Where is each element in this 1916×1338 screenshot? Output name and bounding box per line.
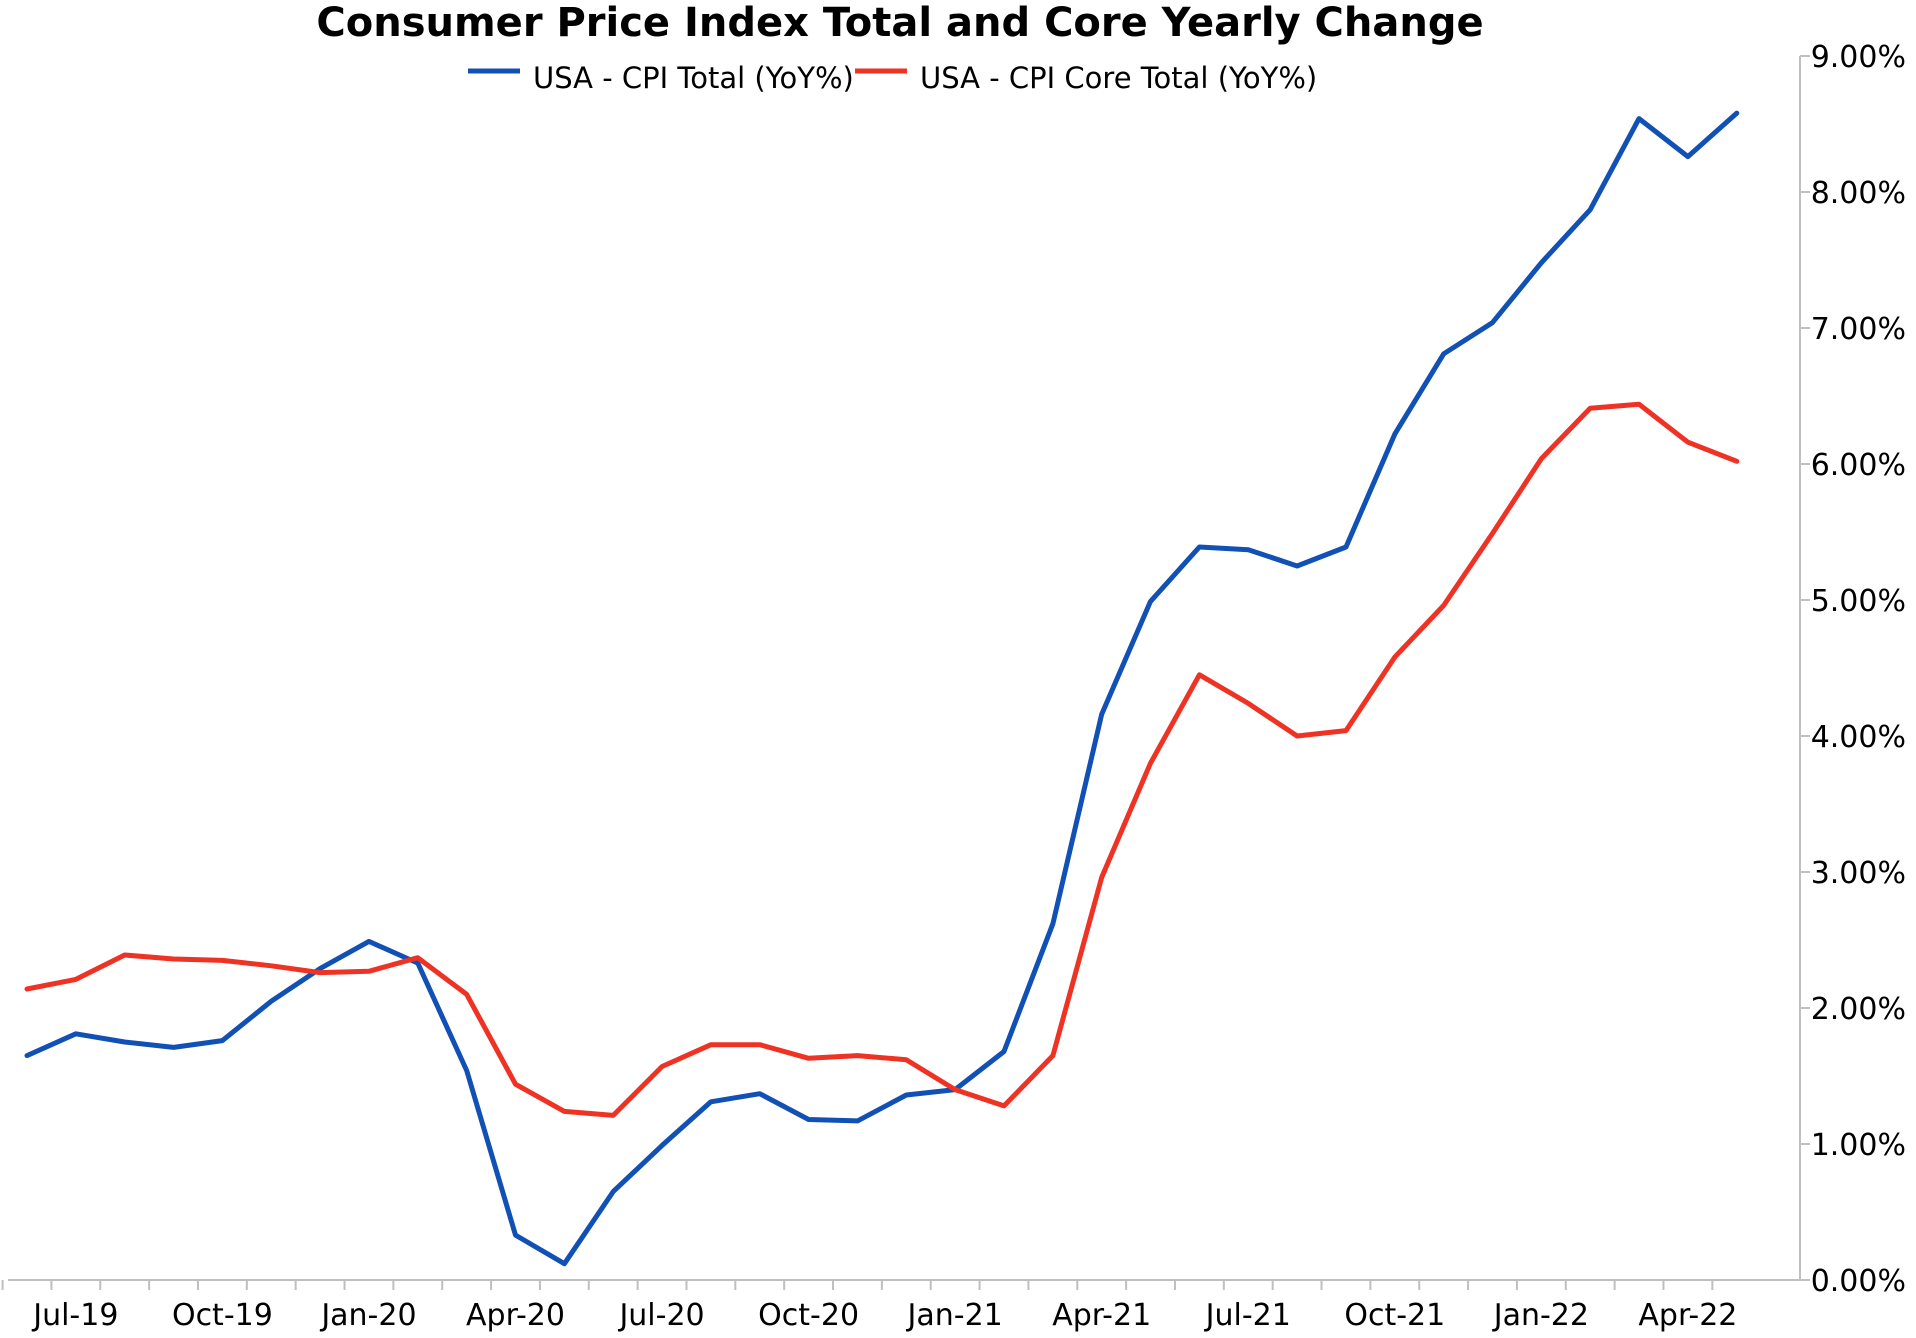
- x-tick-label: Jan-21: [906, 1298, 1003, 1333]
- legend-label: USA - CPI Core Total (YoY%): [920, 61, 1317, 95]
- x-tick-label: Jul-20: [617, 1298, 704, 1333]
- y-tick-label: 4.00%: [1811, 720, 1906, 755]
- x-tick-label: Apr-20: [466, 1298, 565, 1333]
- y-tick-label: 9.00%: [1811, 40, 1906, 75]
- x-tick-label: Apr-21: [1052, 1298, 1151, 1333]
- x-tick-label: Jan-22: [1492, 1298, 1589, 1333]
- x-tick-label: Oct-19: [172, 1298, 273, 1333]
- chart-title: Consumer Price Index Total and Core Year…: [0, 0, 1800, 46]
- x-tick-label: Jul-19: [31, 1298, 118, 1333]
- x-tick-label: Apr-22: [1638, 1298, 1737, 1333]
- y-tick-label: 6.00%: [1811, 448, 1906, 483]
- y-tick-label: 8.00%: [1811, 176, 1906, 211]
- axes: 0.00% 1.00% 2.00% 3.00% 4.00% 5.00% 6.00% 7.00%…: [3, 40, 1906, 1333]
- y-tick-label: 3.00%: [1811, 856, 1906, 891]
- y-tick-label: 0.00%: [1811, 1264, 1906, 1299]
- x-tick-label: Oct-20: [758, 1298, 859, 1333]
- x-tick-label: Jul-21: [1204, 1298, 1291, 1333]
- series-line-cpi-total: [27, 113, 1737, 1264]
- y-tick-label: 1.00%: [1811, 1128, 1906, 1163]
- y-tick-label: 2.00%: [1811, 992, 1906, 1027]
- series-layer: [27, 113, 1737, 1264]
- legend-label: USA - CPI Total (YoY%): [533, 61, 854, 95]
- y-tick-label: 5.00%: [1811, 584, 1906, 619]
- x-tick-label: Jan-20: [319, 1298, 416, 1333]
- series-line-cpi-core: [27, 404, 1737, 1115]
- x-tick-label: Oct-21: [1344, 1298, 1445, 1333]
- y-tick-label: 7.00%: [1811, 312, 1906, 347]
- legend: USA - CPI Total (YoY%) USA - CPI Core Tot…: [468, 61, 1317, 95]
